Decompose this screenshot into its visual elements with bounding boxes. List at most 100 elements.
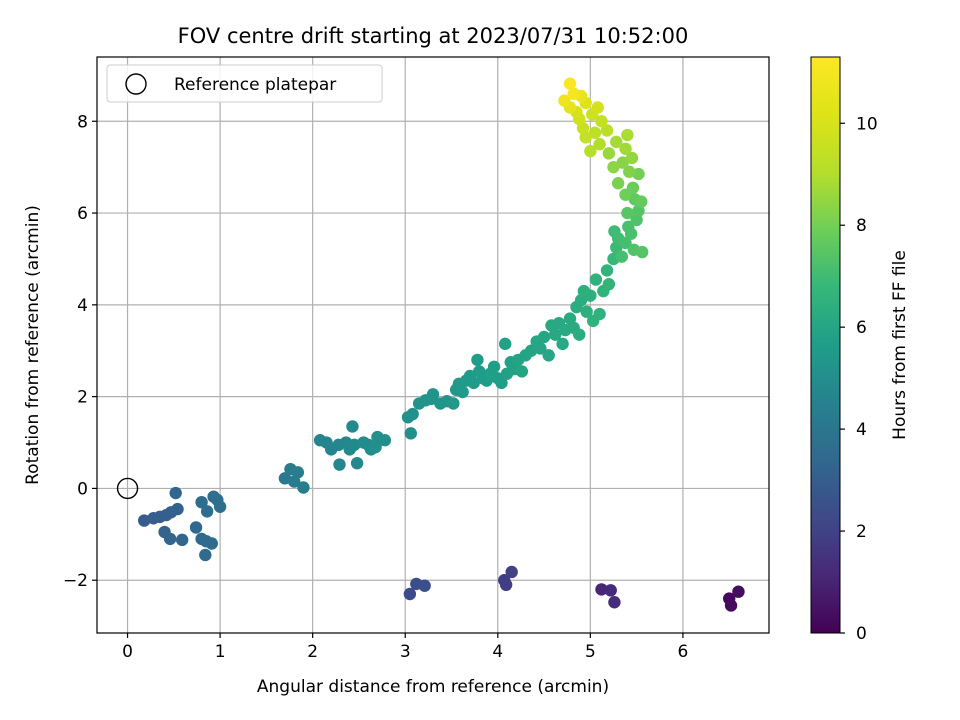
data-point: [732, 585, 745, 598]
data-point: [297, 481, 310, 494]
data-point: [495, 376, 508, 390]
y-tick-label: 2: [77, 388, 88, 408]
data-point: [348, 438, 361, 452]
x-axis: 0 1 2 3 4 5 6: [122, 633, 688, 662]
data-point: [616, 156, 629, 169]
data-point: [602, 147, 616, 160]
data-point: [537, 330, 551, 344]
data-point: [138, 514, 151, 527]
reference-marker-group: [116, 477, 139, 500]
data-point: [591, 101, 604, 114]
colorbar-tick-label: 8: [856, 216, 867, 236]
data-point: [467, 376, 480, 390]
data-point: [205, 537, 218, 550]
data-point: [610, 241, 623, 254]
colorbar-ticks: 0 2 4 6 8 10: [840, 114, 878, 644]
data-point: [625, 151, 639, 165]
data-point: [619, 188, 632, 201]
data-point: [584, 289, 597, 302]
data-point: [346, 420, 359, 433]
data-point: [213, 500, 227, 513]
y-tick-label: 8: [77, 112, 88, 132]
data-point: [608, 596, 621, 609]
data-point: [404, 427, 417, 440]
data-point: [171, 502, 184, 516]
data-points: [138, 77, 745, 612]
data-point: [621, 206, 634, 220]
data-point: [487, 360, 501, 374]
colorbar: 0 2 4 6 8 10 Hours from first FF file: [810, 56, 910, 644]
x-tick-label: 2: [307, 642, 318, 662]
data-point: [593, 307, 606, 321]
colorbar-label: Hours from first FF file: [890, 250, 910, 440]
data-point: [623, 165, 636, 178]
data-point: [619, 142, 632, 155]
data-point: [635, 245, 649, 259]
data-point: [615, 250, 629, 263]
data-point: [505, 565, 518, 579]
y-tick-label: 0: [77, 479, 88, 499]
data-point: [604, 584, 617, 597]
data-point: [456, 385, 469, 399]
legend-box: [106, 64, 383, 103]
legend-marker-circle-icon: [125, 73, 147, 95]
data-point: [498, 337, 512, 351]
y-axis-label: Rotation from reference (arcmin): [23, 205, 43, 485]
data-point: [563, 77, 577, 90]
data-point: [515, 365, 529, 378]
data-point: [548, 328, 562, 341]
data-point: [607, 160, 620, 174]
data-point: [542, 349, 555, 362]
data-point: [624, 227, 638, 240]
x-tick-label: 1: [215, 642, 226, 662]
data-point: [163, 532, 177, 546]
y-tick-label: 4: [77, 296, 88, 316]
data-point: [588, 126, 602, 139]
grid: [97, 57, 769, 633]
data-point: [291, 466, 305, 479]
data-point: [600, 264, 614, 277]
y-tick-label: −2: [63, 571, 88, 591]
plot-frame: [96, 56, 770, 634]
data-point: [724, 599, 738, 612]
data-point: [584, 144, 597, 158]
x-tick-label: 4: [492, 642, 503, 662]
data-point: [567, 87, 580, 100]
y-tick-label: 6: [77, 204, 88, 224]
data-point: [600, 124, 614, 137]
data-point: [199, 548, 212, 562]
data-point: [608, 225, 621, 238]
reference-platepar-marker: [116, 477, 139, 500]
data-point: [418, 579, 431, 592]
data-point: [595, 583, 608, 596]
data-point: [200, 505, 214, 518]
colorbar-tick-label: 10: [856, 114, 878, 134]
data-point: [630, 213, 643, 227]
y-axis: −2 0 2 4 6 8: [63, 112, 97, 591]
data-point: [593, 138, 606, 151]
data-point: [595, 115, 608, 128]
data-point: [406, 407, 419, 421]
x-tick-label: 5: [585, 642, 596, 662]
data-point: [369, 440, 382, 454]
data-point: [195, 495, 208, 509]
x-tick-label: 3: [400, 642, 411, 662]
colorbar-gradient: [810, 56, 841, 634]
data-point: [621, 128, 634, 142]
legend-entry-reference-platepar: Reference platepar: [174, 75, 336, 95]
data-point: [619, 236, 632, 250]
data-point: [403, 587, 417, 601]
data-point: [175, 533, 189, 547]
legend: Reference platepar: [106, 64, 383, 103]
colorbar-tick-label: 0: [856, 624, 867, 644]
data-point: [534, 342, 547, 355]
colorbar-tick-label: 4: [856, 420, 867, 440]
colorbar-tick-label: 2: [856, 522, 867, 542]
data-point: [573, 328, 586, 341]
data-point: [169, 486, 182, 500]
data-point: [580, 305, 593, 318]
data-point: [333, 458, 346, 471]
data-point: [635, 195, 648, 208]
data-point: [471, 353, 484, 367]
